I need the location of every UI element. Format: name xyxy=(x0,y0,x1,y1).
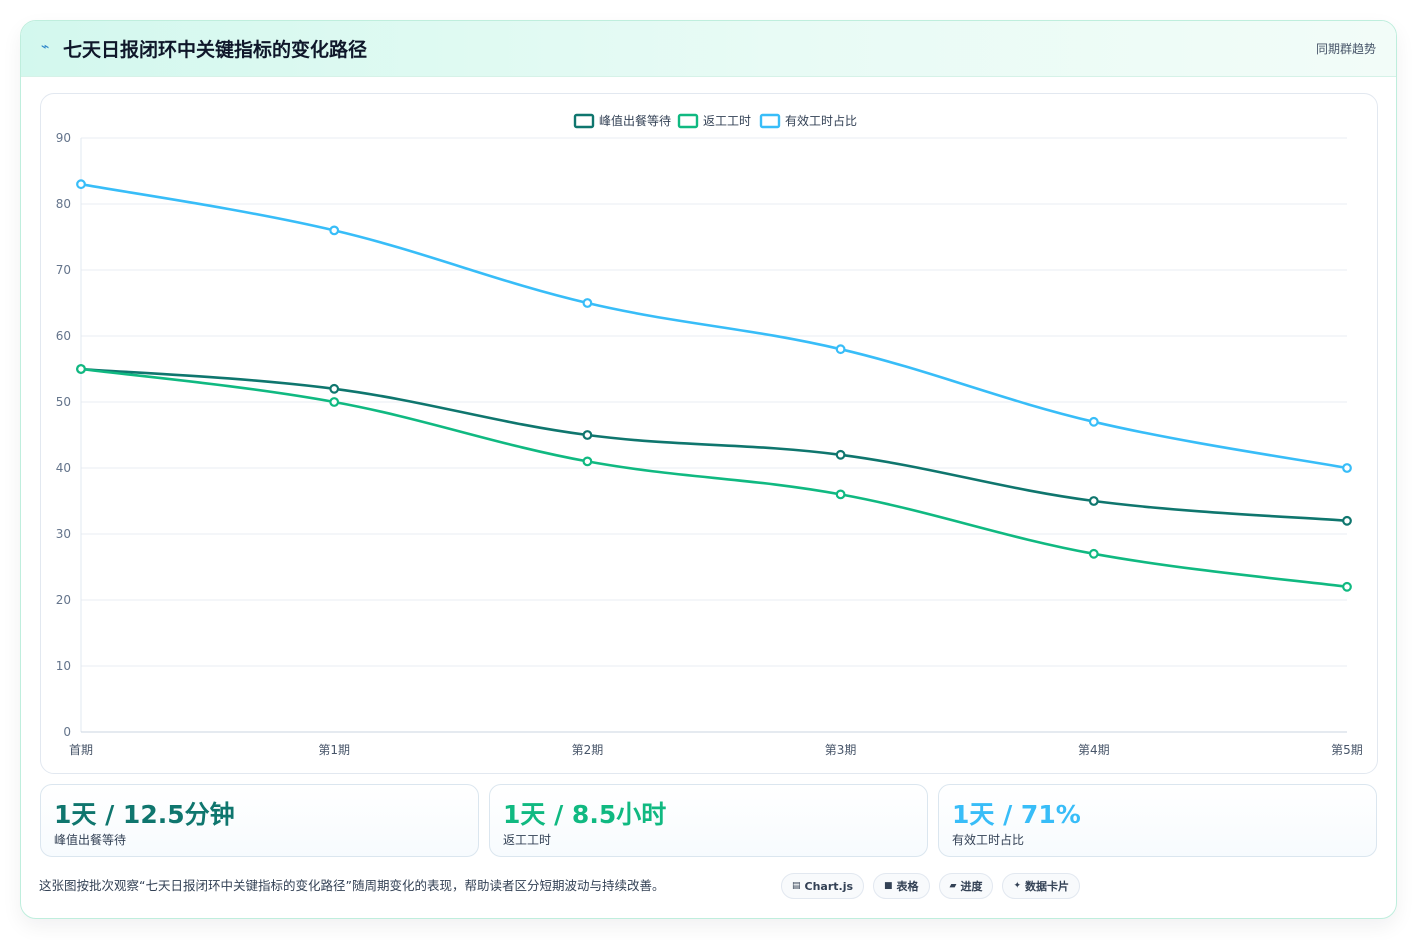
cohort-trend-tag: 同期群趋势 xyxy=(1315,42,1376,56)
chart-card: ⌁ 七天日报闭环中关键指标的变化路径 同期群趋势 0 10 20 30 40 50 60 70… xyxy=(20,20,1397,919)
footer-note: 这张图按批次观察“七天日报闭环中关键指标的变化路径”随周期变化的表现，帮助读者区… xyxy=(39,878,665,893)
stat-value: 1天 / 8.5小时 xyxy=(503,800,667,829)
x-tick-label: 第4期 xyxy=(1078,743,1110,757)
y-tick-label: 80 xyxy=(56,197,71,211)
legend-swatch xyxy=(759,113,781,129)
series-line xyxy=(80,367,1348,589)
tag-chips: ▤ Chart.js ■ 表格 ▰ 进度 ✦ 数据卡片 xyxy=(781,873,1081,899)
stat-label: 峰值出餐等待 xyxy=(54,833,127,847)
chip-label: 数据卡片 xyxy=(1025,880,1070,893)
x-tick-label: 第2期 xyxy=(572,743,604,757)
x-tick-label: 第1期 xyxy=(318,743,350,757)
line-chart-panel: 0 10 20 30 40 50 60 70 80 90 首期 第1期 第2期 第3期 第4期 第5期 峰值出餐… xyxy=(40,93,1378,774)
data-point xyxy=(835,449,846,460)
y-tick-label: 70 xyxy=(56,263,71,277)
chip-label: Chart.js xyxy=(804,879,854,893)
chip-table[interactable]: ■ 表格 xyxy=(873,873,930,899)
stat-value: 1天 / 71% xyxy=(952,800,1081,829)
card-title: 七天日报闭环中关键指标的变化路径 xyxy=(63,39,368,61)
chip-label: 进度 xyxy=(960,880,983,893)
data-point xyxy=(1342,581,1352,592)
legend-label: 返工工时 xyxy=(703,114,751,128)
stat-label: 有效工时占比 xyxy=(952,833,1025,847)
stat-card-effective-ratio: 1天 / 71% 有效工时占比 xyxy=(938,784,1377,857)
x-tick-label: 第5期 xyxy=(1331,743,1363,757)
y-tick-label: 0 xyxy=(63,725,71,739)
y-tick-label: 20 xyxy=(56,593,71,607)
stat-card-peak-wait: 1天 / 12.5分钟 峰值出餐等待 xyxy=(40,784,479,857)
data-point xyxy=(835,344,846,355)
sparkle-icon: ✦ xyxy=(1013,881,1022,891)
data-point xyxy=(582,430,593,440)
chart-icon: ▤ xyxy=(792,881,801,891)
data-point xyxy=(582,298,593,308)
series-line xyxy=(80,367,1348,523)
data-point xyxy=(329,225,340,236)
x-tick-label: 首期 xyxy=(69,743,93,757)
chip-data-card[interactable]: ✦ 数据卡片 xyxy=(1002,873,1081,899)
table-icon: ■ xyxy=(884,881,893,891)
stat-label: 返工工时 xyxy=(503,833,552,847)
stat-card-rework-hours: 1天 / 8.5小时 返工工时 xyxy=(489,784,928,857)
y-tick-label: 50 xyxy=(56,395,71,409)
progress-icon: ▰ xyxy=(949,881,957,891)
data-point xyxy=(76,364,86,374)
legend-swatch xyxy=(573,113,595,129)
data-point xyxy=(1088,416,1099,427)
y-tick-label: 30 xyxy=(56,527,71,541)
y-tick-label: 10 xyxy=(56,659,71,673)
data-point xyxy=(835,489,846,500)
data-point xyxy=(76,179,86,190)
y-tick-label: 40 xyxy=(56,461,71,475)
line-chart: 0 10 20 30 40 50 60 70 80 90 首期 第1期 第2期 第3期 第4期 第5期 峰值出餐… xyxy=(56,113,1363,757)
chip-label: 表格 xyxy=(896,880,919,893)
data-point xyxy=(1342,515,1352,526)
data-point xyxy=(1088,496,1099,506)
chip-progress[interactable]: ▰ 进度 xyxy=(938,873,994,899)
y-tick-label: 60 xyxy=(56,329,71,343)
data-point xyxy=(329,397,340,407)
x-tick-label: 第3期 xyxy=(825,743,857,757)
legend-swatch xyxy=(677,113,699,129)
legend-label: 峰值出餐等待 xyxy=(599,113,671,128)
chip-chartjs[interactable]: ▤ Chart.js xyxy=(781,873,865,899)
data-point xyxy=(329,383,340,394)
card-header: ⌁ 七天日报闭环中关键指标的变化路径 同期群趋势 xyxy=(21,21,1396,77)
legend-label: 有效工时占比 xyxy=(785,113,857,128)
bolt-icon: ⌁ xyxy=(41,39,50,55)
stat-value: 1天 / 12.5分钟 xyxy=(54,800,235,829)
y-tick-label: 90 xyxy=(56,131,71,145)
data-point xyxy=(1088,548,1099,559)
series-line xyxy=(80,182,1348,470)
data-point xyxy=(1342,463,1352,473)
data-point xyxy=(582,456,593,467)
